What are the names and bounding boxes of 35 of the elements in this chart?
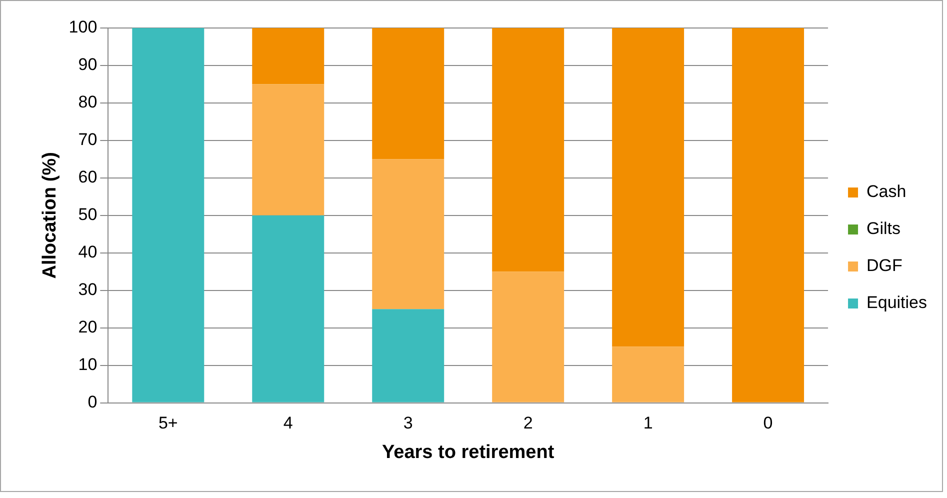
y-tick-label: 90: [78, 55, 98, 74]
bar: [612, 28, 684, 347]
bar: [252, 84, 324, 216]
bar: [612, 346, 684, 402]
x-axis-title: Years to retirement: [382, 442, 555, 463]
bar: [492, 272, 564, 402]
bar: [372, 28, 444, 160]
x-tick-label: 4: [283, 414, 293, 433]
bar: [732, 28, 804, 402]
legend-label: Gilts: [866, 219, 901, 238]
bar: [252, 215, 324, 402]
legend-label: Cash: [866, 182, 906, 202]
y-tick-label: 50: [78, 205, 98, 224]
bar: [372, 309, 444, 402]
bar: [492, 28, 564, 272]
x-tick-label: 5+: [158, 414, 178, 433]
bar: [132, 28, 204, 402]
y-tick-label: 30: [78, 280, 98, 300]
x-tick-label: 0: [763, 414, 773, 433]
bar: [252, 28, 324, 84]
bar: [372, 159, 444, 310]
y-tick-label: 40: [78, 242, 98, 262]
y-tick-label: 70: [78, 130, 98, 150]
y-tick-label: 10: [78, 355, 98, 374]
y-tick-label: 60: [78, 168, 98, 187]
y-tick-label: 20: [78, 318, 98, 337]
y-axis-title: Allocation (%): [40, 152, 61, 279]
legend-label: DGF: [866, 256, 902, 276]
y-tick-label: 0: [88, 392, 98, 412]
y-tick-label: 100: [68, 18, 98, 37]
y-tick-label: 80: [78, 92, 98, 112]
x-tick-label: 1: [643, 414, 653, 433]
legend-label: Equities: [866, 293, 928, 312]
x-tick-label: 3: [403, 414, 413, 433]
x-tick-label: 2: [523, 414, 533, 433]
